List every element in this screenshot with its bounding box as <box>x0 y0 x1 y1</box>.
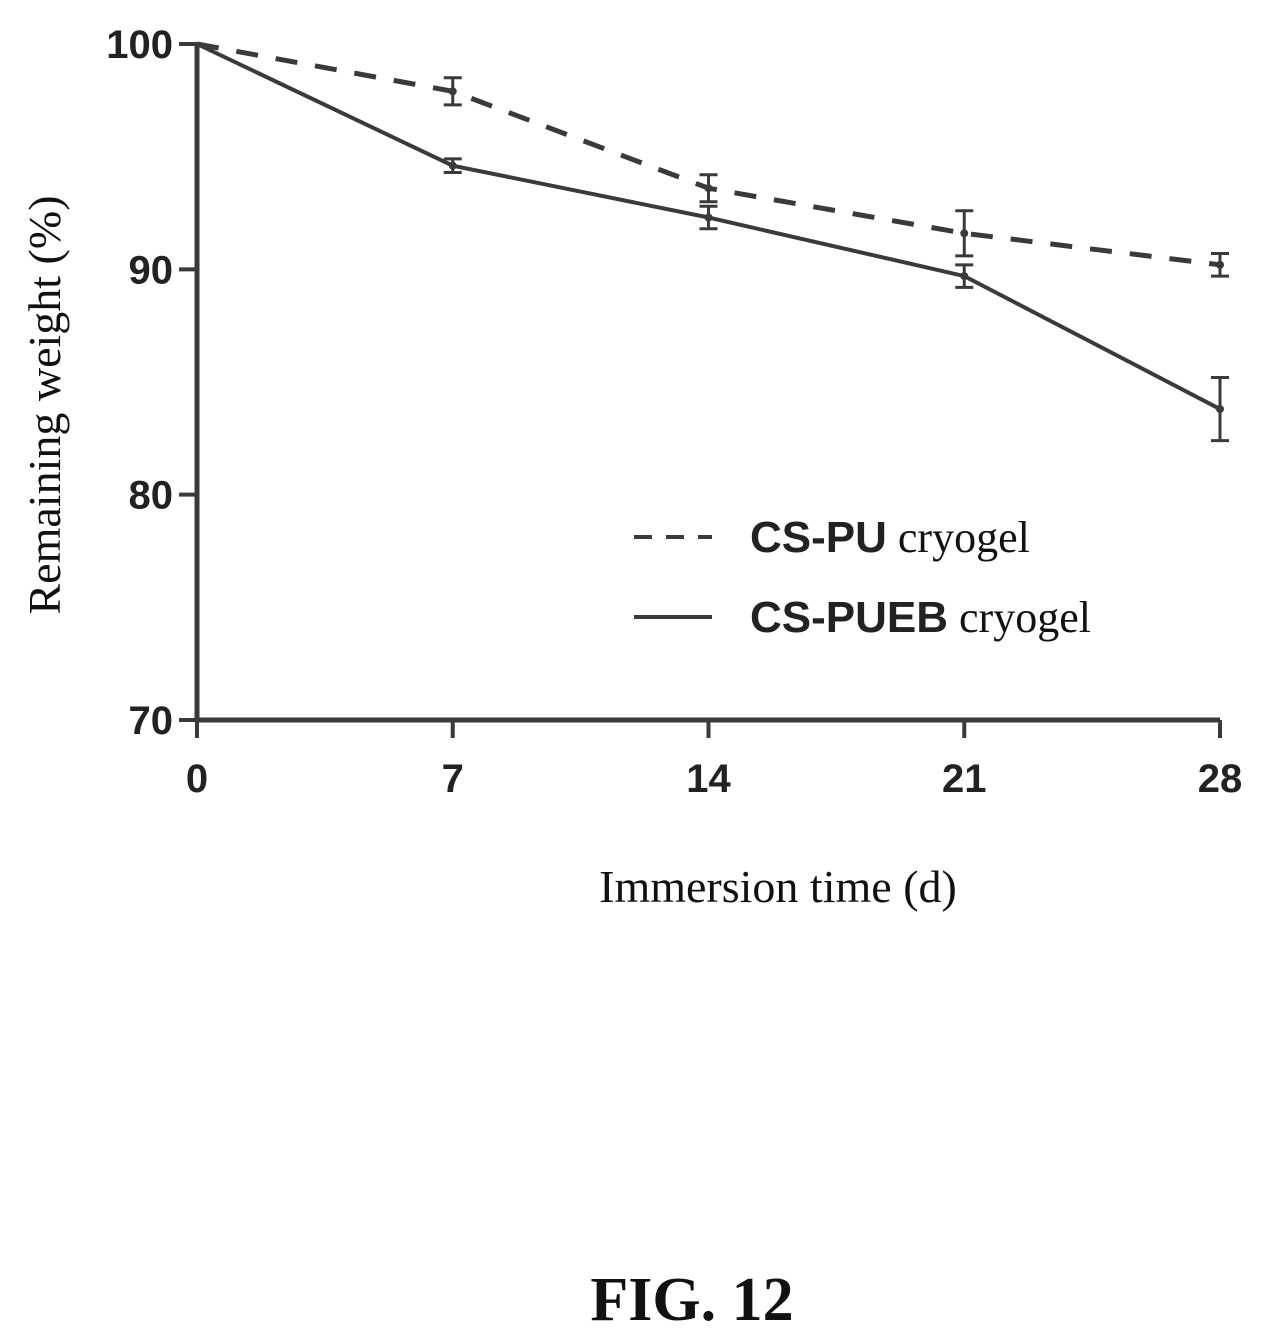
data-point-cs-pu <box>960 229 969 238</box>
x-axis-title: Immersion time (d) <box>599 861 957 912</box>
y-tick-label: 80 <box>129 474 174 518</box>
legend: CS-PU cryogel CS-PUEB cryogel <box>634 513 1091 642</box>
x-tick-label: 14 <box>686 757 731 801</box>
x-tick-label: 28 <box>1198 757 1243 801</box>
data-point-cs-pu <box>704 184 713 193</box>
data-point-cs-pu <box>1216 260 1224 269</box>
data-point-cs-pueb <box>448 161 457 170</box>
legend-label-cs-pueb-bold: CS-PUEB <box>750 593 948 642</box>
y-tick-label: 90 <box>129 248 174 292</box>
series-layer <box>196 41 1229 443</box>
x-tick-label: 7 <box>442 757 464 801</box>
data-point-cs-pueb <box>1216 405 1224 414</box>
y-axis-title: Remaining weight (%) <box>19 195 70 614</box>
legend-entry-cs-pu: CS-PU cryogel <box>750 513 1030 562</box>
axes: 0 7 14 21 28 70 80 90 100 <box>106 23 1242 801</box>
figure-caption: FIG. 12 <box>590 1266 793 1334</box>
x-tick-label: 0 <box>186 757 208 801</box>
y-tick-label: 70 <box>129 699 174 743</box>
data-point-cs-pueb <box>960 272 969 281</box>
y-tick-label: 100 <box>106 23 173 67</box>
x-tick-label: 21 <box>942 757 987 801</box>
data-point-cs-pu <box>448 87 457 96</box>
data-point-cs-pueb <box>704 213 713 222</box>
series-line-cs-pu <box>196 41 1221 268</box>
legend-label-cs-pu-rest: cryogel <box>887 513 1030 562</box>
legend-entry-cs-pueb: CS-PUEB cryogel <box>750 593 1091 642</box>
legend-label-cs-pueb-rest: cryogel <box>948 593 1091 642</box>
legend-label-cs-pu-bold: CS-PU <box>750 513 887 562</box>
